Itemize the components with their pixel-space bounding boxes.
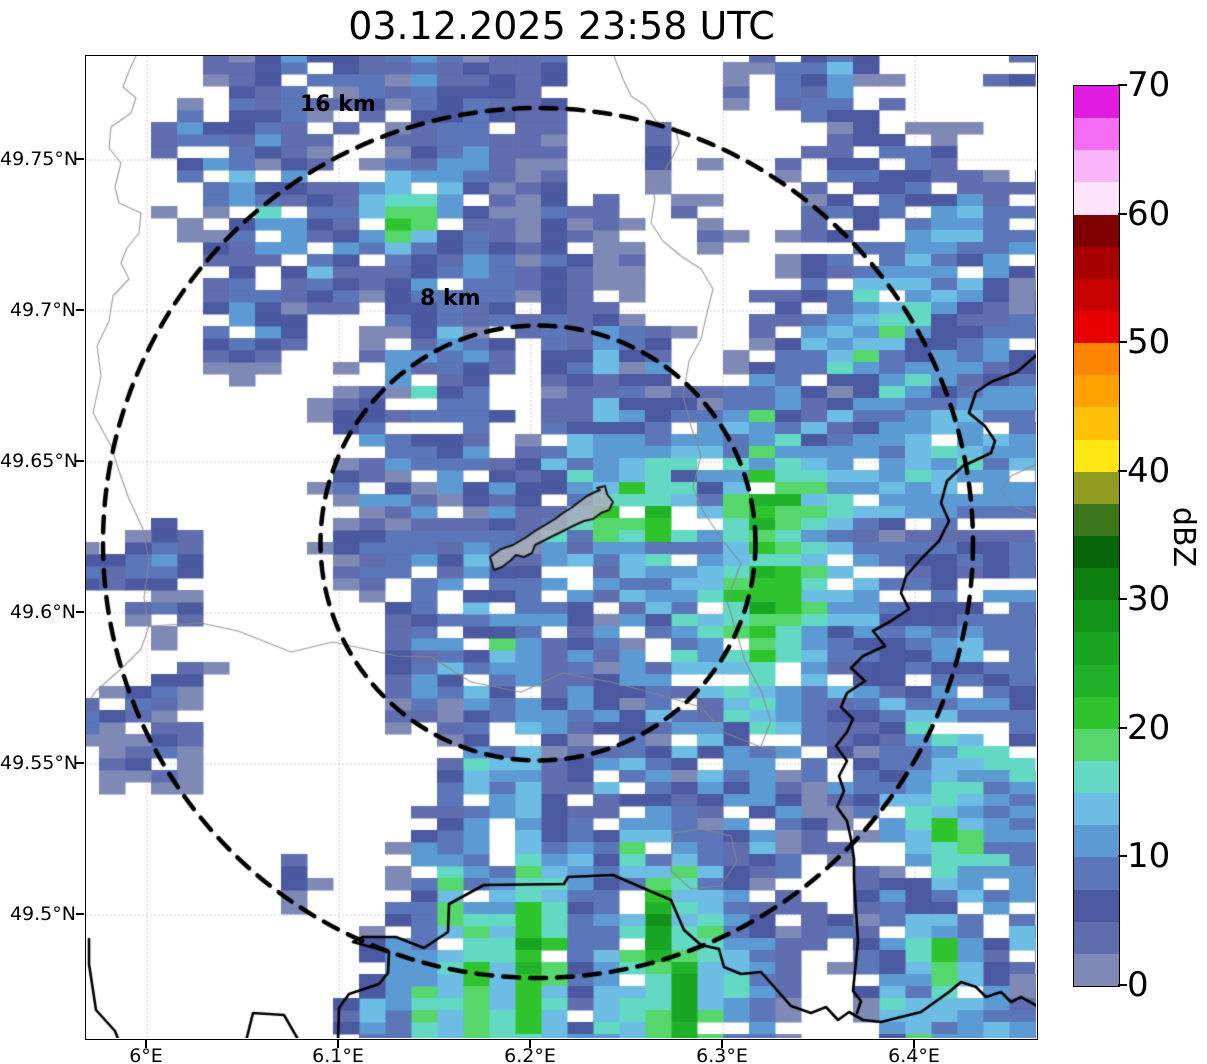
radar-map-canvas [86,56,1036,1038]
range-ring-label-16km: 16 km [300,92,376,117]
lat-tick-label: 49.6°N [9,601,76,623]
colorbar-segment [1074,471,1119,504]
lat-tick-label: 49.5°N [9,903,76,925]
lon-tick-label: 6°E [129,1045,163,1064]
lat-tick-label: 49.65°N [0,450,79,472]
colorbar-segment [1074,343,1119,376]
colorbar-segment [1074,375,1119,408]
colorbar-segment [1074,214,1119,247]
colorbar-tick-mark [1118,598,1127,601]
colorbar-segment [1074,728,1119,761]
lon-tick-mark [337,1040,339,1048]
colorbar-segment [1074,664,1119,697]
colorbar-axis-label: dBZ [1166,506,1201,568]
range-ring-label-8km: 8 km [420,286,481,311]
colorbar-segment [1074,182,1119,215]
colorbar-tick-label: 40 [1127,450,1171,491]
colorbar-segment [1074,278,1119,311]
map-plot-area [85,55,1038,1040]
colorbar-tick-label: 10 [1127,836,1171,877]
colorbar-segment [1074,407,1119,440]
colorbar-tick-label: 50 [1127,322,1171,363]
colorbar-segment [1074,600,1119,633]
lon-tick-label: 6.1°E [312,1045,364,1064]
colorbar-segment [1074,760,1119,794]
colorbar-segment [1074,310,1119,344]
lon-tick-label: 6.3°E [696,1045,748,1064]
colorbar-segment [1074,118,1119,151]
colorbar-segment [1074,503,1119,536]
lat-tick-label: 49.7°N [9,299,76,321]
colorbar-segment [1074,793,1119,826]
colorbar-segment [1074,246,1119,279]
colorbar-tick-mark [1118,469,1127,472]
colorbar-tick-mark [1118,984,1127,986]
lon-tick-label: 6.4°E [888,1045,940,1064]
lat-tick-mark [76,158,84,160]
plot-title: 03.12.2025 23:58 UTC [348,4,775,48]
colorbar-segment [1074,535,1119,569]
lat-tick-mark [76,762,84,764]
colorbar-segment [1074,857,1119,890]
colorbar-segment [1074,825,1119,858]
lat-tick-label: 49.75°N [0,148,79,170]
colorbar-tick-label: 60 [1127,193,1171,234]
colorbar-segment [1074,889,1119,922]
colorbar-segment [1074,953,1119,986]
lon-tick-mark [145,1040,147,1048]
lat-tick-mark [76,913,84,915]
colorbar-tick-mark [1118,726,1127,729]
lon-tick-mark [721,1040,723,1048]
colorbar-segment [1074,439,1119,472]
lat-tick-mark [76,611,84,613]
colorbar-segment [1074,568,1119,601]
lat-tick-label: 49.55°N [0,752,79,774]
colorbar-tick-mark [1118,212,1127,215]
colorbar-segment [1074,921,1119,954]
colorbar-segment [1074,86,1119,119]
colorbar-tick-mark [1118,341,1127,344]
lat-tick-mark [76,460,84,462]
lon-tick-mark [529,1040,531,1048]
colorbar-tick-mark [1118,84,1127,86]
colorbar-tick-label: 30 [1127,579,1171,620]
colorbar-segment [1074,632,1119,665]
dbz-colorbar [1073,85,1120,987]
lon-tick-label: 6.2°E [504,1045,556,1064]
colorbar-tick-label: 0 [1127,965,1149,1005]
colorbar-tick-mark [1118,855,1127,858]
colorbar-segment [1074,150,1119,183]
colorbar-segment [1074,696,1119,729]
colorbar-tick-label: 70 [1127,65,1171,105]
lat-tick-mark [76,309,84,311]
colorbar-tick-label: 20 [1127,707,1171,748]
lon-tick-mark [913,1040,915,1048]
